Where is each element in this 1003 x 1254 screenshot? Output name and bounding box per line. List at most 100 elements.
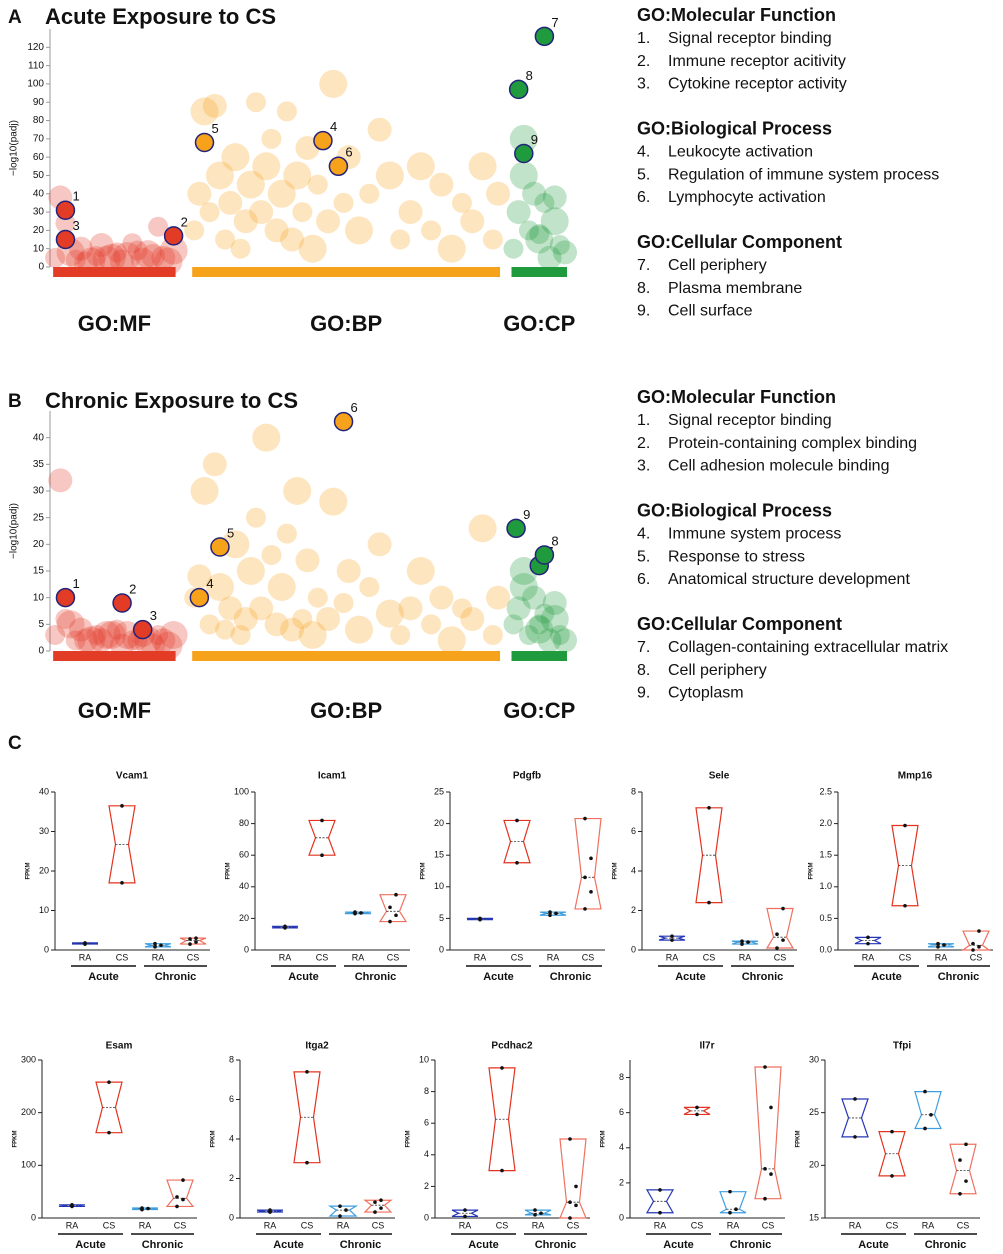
term-bubble xyxy=(184,220,205,241)
data-point xyxy=(568,1137,572,1141)
term-bubble xyxy=(122,233,143,254)
data-point xyxy=(373,1210,377,1214)
term-bubble xyxy=(319,487,348,516)
term-bubble xyxy=(249,200,274,225)
violin xyxy=(574,817,602,910)
data-point xyxy=(763,1167,767,1171)
highlight-label: 1 xyxy=(72,189,79,204)
term-bubble xyxy=(252,152,281,181)
term-bubble xyxy=(148,625,169,645)
x-tick-label: RA xyxy=(474,952,487,962)
chart-title: Mmp16 xyxy=(898,771,933,782)
term-bubble xyxy=(233,209,258,234)
highlight-point xyxy=(508,79,529,100)
term-bubble xyxy=(468,514,497,543)
group-label: Acute xyxy=(273,1239,304,1251)
data-point xyxy=(515,818,519,823)
group-label: Chronic xyxy=(938,971,980,983)
x-tick-label: CS xyxy=(387,952,400,962)
data-point xyxy=(740,942,744,946)
data-point xyxy=(695,1112,699,1117)
y-tick-label: 40 xyxy=(33,188,45,199)
data-point xyxy=(548,910,552,914)
highlight-point xyxy=(506,518,526,539)
y-tick-label: 6 xyxy=(631,826,636,836)
y-tick-label: 10 xyxy=(33,243,45,254)
data-point xyxy=(977,929,981,933)
highlight-label: 2 xyxy=(181,214,188,229)
term-bubble xyxy=(283,161,312,190)
data-point xyxy=(583,907,587,911)
data-point xyxy=(574,1184,578,1189)
y-tick-label: 1.5 xyxy=(819,850,832,860)
term-bubble xyxy=(261,128,282,149)
highlight-point xyxy=(313,130,333,151)
term-bubble xyxy=(141,244,165,269)
y-tick-label: 60 xyxy=(239,850,249,860)
group-label: GO:CP xyxy=(503,311,575,336)
data-point xyxy=(658,1188,662,1192)
x-tick-label: RA xyxy=(264,1220,277,1230)
highlight-label: 6 xyxy=(351,400,358,415)
data-point xyxy=(379,1206,383,1210)
highlight-label: 1 xyxy=(72,576,79,591)
legend-number: 7. xyxy=(637,639,650,656)
data-point xyxy=(140,1206,144,1210)
term-bubble xyxy=(336,559,361,583)
chart-title: Il7r xyxy=(699,1041,714,1052)
data-point xyxy=(194,940,198,944)
panel-label: B xyxy=(8,391,22,412)
data-point xyxy=(923,1089,927,1094)
term-bubble xyxy=(159,236,188,265)
term-bubble xyxy=(280,617,305,642)
legend-title: GO:Cellular Component xyxy=(637,614,842,634)
term-bubble xyxy=(429,172,454,197)
x-tick-label: CS xyxy=(301,1220,314,1230)
y-tick-label: 300 xyxy=(21,1054,36,1064)
term-bubble xyxy=(452,598,472,619)
term-bubble xyxy=(482,229,503,250)
data-point xyxy=(188,937,192,941)
x-tick-label: CS xyxy=(582,952,595,962)
highlight-label: 4 xyxy=(330,119,337,134)
group-label: Chronic xyxy=(742,971,784,983)
data-point xyxy=(268,1208,272,1212)
y-tick-label: 0 xyxy=(31,1212,36,1222)
violin xyxy=(327,1205,359,1217)
term-bubble xyxy=(367,117,392,142)
term-bubble xyxy=(187,564,212,589)
data-point xyxy=(929,1112,933,1117)
term-bubble xyxy=(249,596,274,621)
group-label: GO:BP xyxy=(310,311,382,336)
term-bubble xyxy=(246,507,266,528)
y-axis-label: FPKM xyxy=(211,1131,217,1148)
y-axis-label: −log10(padj) xyxy=(9,120,20,176)
highlight-point xyxy=(194,132,215,153)
x-tick-label: CS xyxy=(103,1220,116,1230)
y-tick-label: 5 xyxy=(439,913,444,923)
legend-item: Cell surface xyxy=(668,303,753,320)
y-tick-label: 25 xyxy=(434,786,444,796)
y-tick-label: 4 xyxy=(229,1133,234,1143)
x-tick-label: RA xyxy=(547,952,560,962)
term-bubble xyxy=(187,181,212,206)
violin xyxy=(503,819,531,864)
violin xyxy=(559,1138,587,1219)
data-point xyxy=(977,945,981,949)
legend-number: 7. xyxy=(637,257,650,274)
term-bubble xyxy=(264,612,289,637)
term-bubble xyxy=(398,596,423,621)
x-tick-label: RA xyxy=(666,952,679,962)
y-axis-label: FPKM xyxy=(421,863,427,880)
term-bubble xyxy=(68,617,93,642)
y-tick-label: 80 xyxy=(33,115,45,126)
data-point xyxy=(890,1129,894,1134)
data-point xyxy=(775,932,779,936)
legend-item: Protein-containing complex binding xyxy=(668,435,917,452)
y-tick-label: 10 xyxy=(434,881,444,891)
legend-item: Cytokine receptor activity xyxy=(668,76,847,93)
term-bubble xyxy=(233,607,258,631)
data-point xyxy=(583,816,587,821)
legend-number: 6. xyxy=(637,571,650,588)
violin xyxy=(765,907,795,949)
